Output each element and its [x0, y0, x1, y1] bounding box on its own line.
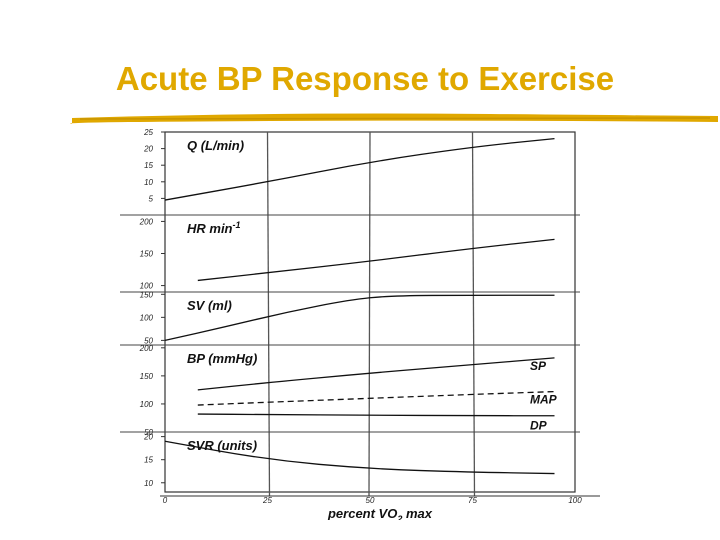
panel-label-bp: BP (mmHg): [187, 351, 257, 366]
y-tick-label: 15: [144, 161, 153, 170]
panel-label-sv: SV (ml): [187, 298, 232, 313]
v-grid-line: [471, 131, 476, 497]
y-tick-label: 200: [139, 217, 154, 226]
y-tick-label: 20: [143, 145, 153, 154]
y-tick-label: 100: [140, 313, 154, 322]
slide-title: Acute BP Response to Exercise: [115, 60, 615, 97]
panel-label-q: Q (L/min): [187, 138, 244, 153]
series-line-sv: [164, 294, 555, 342]
y-tick-label: 10: [144, 178, 153, 187]
panel-label-svr: SVR (units): [187, 438, 257, 453]
y-tick-label: 20: [143, 433, 153, 442]
y-tick-label: 100: [140, 400, 154, 409]
series-label-dp: DP: [530, 419, 548, 433]
x-tick-label: 25: [262, 496, 272, 505]
y-tick-label: 10: [144, 479, 153, 488]
series-line-bp-dp: [197, 413, 555, 417]
y-tick-label: 15: [144, 456, 153, 465]
panel-label-hr: HR min-1: [187, 220, 241, 236]
title-underline: [70, 113, 718, 124]
y-tick-label: 100: [140, 282, 154, 291]
x-tick-label: 75: [468, 496, 477, 505]
y-tick-label: 200: [139, 344, 154, 353]
x-tick-label: 50: [366, 496, 375, 505]
x-tick-label: 0: [163, 496, 168, 505]
series-line-q: [164, 137, 555, 201]
series-line-bp-map: [197, 390, 555, 406]
y-tick-label: 150: [140, 250, 154, 259]
y-tick-label: 50: [144, 336, 153, 345]
x-axis-label: percent VO2 max: [327, 506, 433, 520]
series-label-map: MAP: [530, 393, 558, 407]
y-tick-label: 5: [149, 194, 154, 203]
series-line-bp-sp: [197, 357, 555, 391]
series-line-svr: [164, 440, 555, 475]
series-label-sp: SP: [530, 359, 547, 373]
x-tick-label: 100: [568, 496, 582, 505]
v-grid-line: [368, 131, 371, 497]
y-tick-label: 150: [140, 290, 154, 299]
y-tick-label: 150: [140, 372, 154, 381]
series-line-hr: [197, 238, 555, 282]
v-grid-line: [266, 131, 271, 497]
y-tick-label: 25: [143, 128, 153, 137]
